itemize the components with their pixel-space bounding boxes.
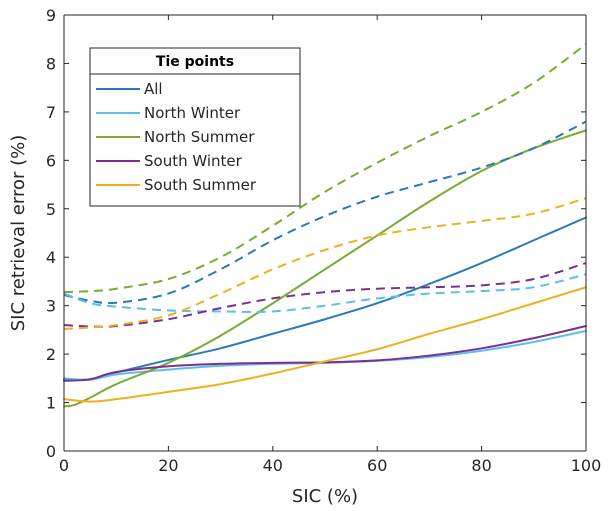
x-tick-label: 20	[158, 456, 178, 475]
legend-label-north-summer: North Summer	[144, 128, 255, 146]
legend: Tie points All North Winter North Summer So…	[89, 47, 301, 207]
y-tick-label: 4	[46, 248, 56, 267]
series-line-south-winter-solid	[63, 325, 587, 382]
series-line-north-winter-dashed	[63, 273, 587, 313]
x-tick-label: 40	[263, 456, 283, 475]
y-tick-label: 9	[46, 6, 56, 25]
series-layer	[63, 43, 587, 408]
legend-title: Tie points	[156, 54, 234, 70]
y-tick-label: 8	[46, 54, 56, 73]
y-tick-label: 2	[46, 345, 56, 364]
y-axis-label: SIC retrieval error (%)	[8, 135, 29, 332]
series-line-all-dashed	[63, 120, 587, 305]
y-tick-label: 3	[46, 297, 56, 316]
legend-label-south-winter: South Winter	[144, 152, 243, 170]
x-tick-label: 80	[471, 456, 491, 475]
x-tick-label: 60	[367, 456, 387, 475]
x-axis-label: SIC (%)	[292, 486, 358, 507]
ticks-layer: 0 20 40 60 80 100 0 1 2 3 4 5 6 7 8 9	[46, 6, 601, 475]
series-line-north-summer-solid	[63, 129, 587, 408]
legend-entries: All North Winter North Summer South Winter S…	[96, 80, 257, 194]
y-tick-label: 1	[46, 394, 56, 413]
y-tick-label: 7	[46, 103, 56, 122]
legend-label-south-summer: South Summer	[144, 176, 257, 194]
series-line-south-summer-solid	[63, 286, 587, 403]
legend-label-north-winter: North Winter	[144, 104, 241, 122]
y-tick-label: 5	[46, 200, 56, 219]
series-line-north-summer-dashed	[63, 43, 587, 294]
legend-label-all: All	[144, 80, 163, 98]
y-tick-label: 0	[46, 442, 56, 461]
y-tick-label: 6	[46, 151, 56, 170]
x-tick-label: 0	[59, 456, 69, 475]
series-line-south-summer-dashed	[63, 197, 587, 330]
axes-layer	[63, 14, 587, 452]
x-tick-label: 100	[571, 456, 602, 475]
